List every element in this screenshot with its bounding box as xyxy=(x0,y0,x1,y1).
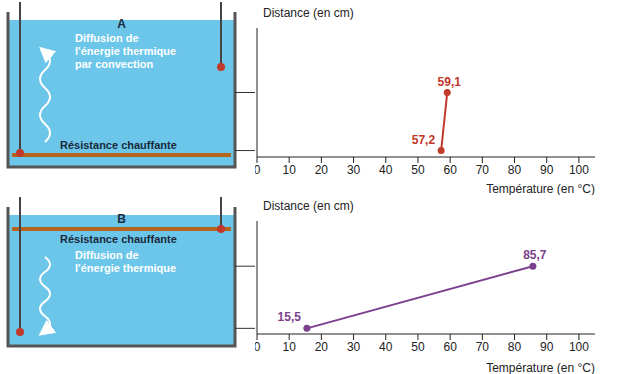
svg-text:80: 80 xyxy=(508,340,522,354)
svg-text:0: 0 xyxy=(255,340,261,354)
svg-text:100: 100 xyxy=(569,163,589,177)
svg-text:l'énergie thermique: l'énergie thermique xyxy=(75,45,176,57)
svg-text:Température (en °C): Température (en °C) xyxy=(486,182,595,195)
svg-text:70: 70 xyxy=(476,163,490,177)
svg-text:Diffusion de: Diffusion de xyxy=(75,32,139,44)
svg-text:15,5: 15,5 xyxy=(278,310,302,324)
svg-text:20: 20 xyxy=(315,163,329,177)
svg-text:10: 10 xyxy=(283,340,297,354)
svg-text:Diffusion de: Diffusion de xyxy=(75,249,139,261)
svg-text:40: 40 xyxy=(379,163,393,177)
svg-text:Température (en °C): Température (en °C) xyxy=(486,361,595,374)
svg-text:A: A xyxy=(117,17,126,31)
html-text:Distance (en cm): Distance (en cm) xyxy=(263,199,354,213)
svg-text:10: 10 xyxy=(283,163,297,177)
svg-text:B: B xyxy=(117,212,126,226)
svg-text:par convection: par convection xyxy=(75,58,154,70)
svg-text:Résistance chauffante: Résistance chauffante xyxy=(60,139,177,151)
svg-text:60: 60 xyxy=(443,163,457,177)
svg-text:20: 20 xyxy=(315,340,329,354)
html-text:Distance (en cm): Distance (en cm) xyxy=(263,6,354,20)
svg-text:90: 90 xyxy=(540,163,554,177)
svg-text:50: 50 xyxy=(411,163,425,177)
svg-text:57,2: 57,2 xyxy=(412,133,436,147)
svg-text:59,1: 59,1 xyxy=(438,75,462,89)
svg-text:90: 90 xyxy=(540,340,554,354)
svg-text:50: 50 xyxy=(411,340,425,354)
svg-text:l'énergie thermique: l'énergie thermique xyxy=(75,262,176,274)
svg-text:85,7: 85,7 xyxy=(523,248,547,262)
svg-text:100: 100 xyxy=(569,340,589,354)
svg-text:40: 40 xyxy=(379,340,393,354)
svg-text:80: 80 xyxy=(508,163,522,177)
svg-text:30: 30 xyxy=(347,340,361,354)
svg-text:60: 60 xyxy=(443,340,457,354)
svg-text:30: 30 xyxy=(347,163,361,177)
svg-text:Résistance chauffante: Résistance chauffante xyxy=(60,233,177,245)
svg-text:70: 70 xyxy=(476,340,490,354)
svg-text:0: 0 xyxy=(255,163,261,177)
